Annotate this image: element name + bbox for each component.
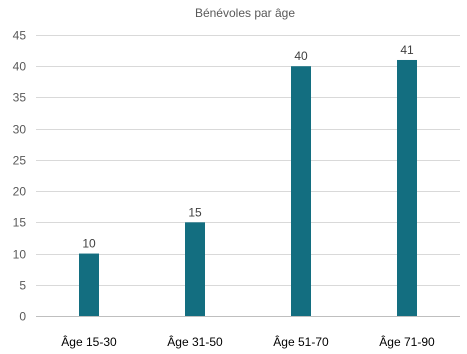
y-tick-label: 45 — [13, 29, 27, 43]
bar — [185, 222, 205, 316]
bar — [79, 253, 99, 316]
chart-title: Bénévoles par âge — [195, 6, 295, 20]
y-tick-label: 40 — [13, 60, 27, 74]
x-axis-categories: Âge 15-30 Âge 31-50 Âge 51-70 Âge 71-90 — [61, 334, 435, 349]
y-tick-label: 25 — [13, 154, 27, 168]
x-category-label: Âge 71-90 — [379, 334, 435, 349]
x-category-label: Âge 31-50 — [167, 334, 223, 349]
data-label: 41 — [400, 43, 414, 57]
data-label: 15 — [188, 205, 202, 219]
y-tick-label: 0 — [19, 310, 26, 324]
y-tick-label: 10 — [13, 248, 27, 262]
y-tick-label: 15 — [13, 216, 27, 230]
y-axis-ticks: 0 5 10 15 20 25 30 35 40 45 — [13, 29, 27, 324]
x-category-label: Âge 15-30 — [61, 334, 117, 349]
data-label: 40 — [294, 49, 308, 63]
y-tick-label: 20 — [13, 185, 27, 199]
y-tick-label: 30 — [13, 123, 27, 137]
data-label: 10 — [82, 237, 96, 251]
gridlines — [36, 35, 460, 317]
bar — [291, 66, 311, 316]
bar — [397, 59, 417, 316]
y-tick-label: 5 — [19, 279, 26, 293]
data-labels: 10 15 40 41 — [82, 43, 414, 251]
x-category-label: Âge 51-70 — [273, 334, 329, 349]
y-tick-label: 35 — [13, 91, 27, 105]
bars — [79, 59, 417, 316]
